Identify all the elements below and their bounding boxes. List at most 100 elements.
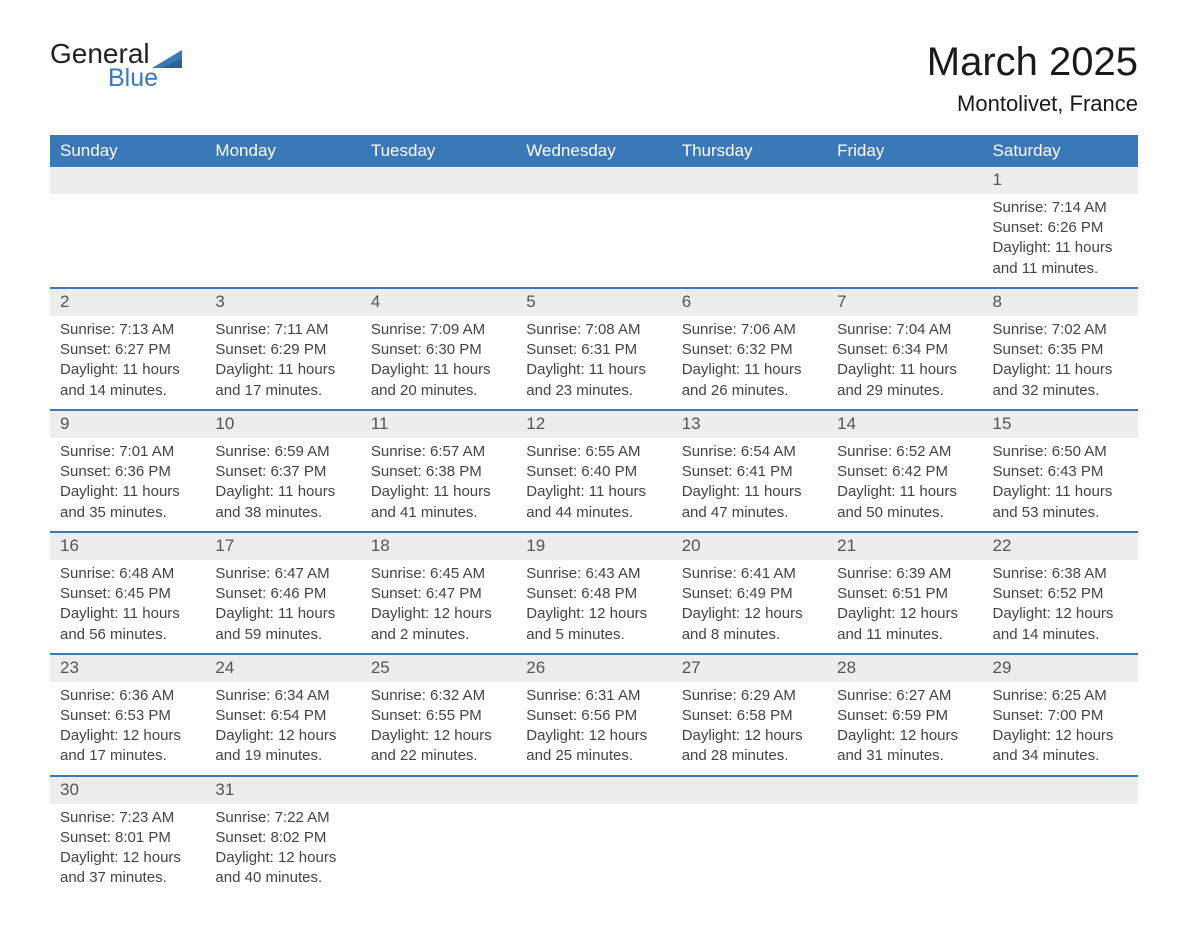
daylight-line: and 11 minutes. — [993, 259, 1128, 279]
calendar-day-cell: 3Sunrise: 7:11 AMSunset: 6:29 PMDaylight… — [205, 288, 360, 410]
daylight-line: and 56 minutes. — [60, 625, 195, 645]
day-number: 8 — [983, 289, 1138, 316]
day-details — [672, 194, 827, 264]
calendar-day-cell: 31Sunrise: 7:22 AMSunset: 8:02 PMDayligh… — [205, 776, 360, 897]
day-number — [361, 167, 516, 194]
sunrise-line: Sunrise: 6:55 AM — [526, 442, 661, 462]
day-details: Sunrise: 6:27 AMSunset: 6:59 PMDaylight:… — [827, 682, 982, 775]
day-number: 22 — [983, 533, 1138, 560]
day-details — [827, 194, 982, 264]
daylight-line: Daylight: 12 hours — [837, 604, 972, 624]
day-details: Sunrise: 6:25 AMSunset: 7:00 PMDaylight:… — [983, 682, 1138, 775]
calendar-empty-cell — [983, 776, 1138, 897]
daylight-line: and 40 minutes. — [215, 868, 350, 888]
day-details: Sunrise: 6:36 AMSunset: 6:53 PMDaylight:… — [50, 682, 205, 775]
day-number: 28 — [827, 655, 982, 682]
calendar-week-row: 9Sunrise: 7:01 AMSunset: 6:36 PMDaylight… — [50, 410, 1138, 532]
day-details: Sunrise: 6:59 AMSunset: 6:37 PMDaylight:… — [205, 438, 360, 531]
sunrise-line: Sunrise: 6:54 AM — [682, 442, 817, 462]
daylight-line: and 41 minutes. — [371, 503, 506, 523]
sunrise-line: Sunrise: 6:39 AM — [837, 564, 972, 584]
day-details: Sunrise: 6:38 AMSunset: 6:52 PMDaylight:… — [983, 560, 1138, 653]
day-number: 18 — [361, 533, 516, 560]
daylight-line: and 11 minutes. — [837, 625, 972, 645]
sunset-line: Sunset: 6:51 PM — [837, 584, 972, 604]
calendar-day-cell: 12Sunrise: 6:55 AMSunset: 6:40 PMDayligh… — [516, 410, 671, 532]
day-details: Sunrise: 7:14 AMSunset: 6:26 PMDaylight:… — [983, 194, 1138, 287]
sunrise-line: Sunrise: 6:38 AM — [993, 564, 1128, 584]
daylight-line: and 20 minutes. — [371, 381, 506, 401]
page-header: General Blue March 2025 Montolivet, Fran… — [50, 40, 1138, 117]
weekday-header: Tuesday — [361, 135, 516, 167]
calendar-day-cell: 27Sunrise: 6:29 AMSunset: 6:58 PMDayligh… — [672, 654, 827, 776]
day-number: 12 — [516, 411, 671, 438]
calendar-day-cell: 6Sunrise: 7:06 AMSunset: 6:32 PMDaylight… — [672, 288, 827, 410]
sunset-line: Sunset: 6:52 PM — [993, 584, 1128, 604]
daylight-line: and 59 minutes. — [215, 625, 350, 645]
sunset-line: Sunset: 6:45 PM — [60, 584, 195, 604]
day-number: 10 — [205, 411, 360, 438]
daylight-line: Daylight: 12 hours — [682, 604, 817, 624]
day-details — [672, 804, 827, 874]
day-details: Sunrise: 7:22 AMSunset: 8:02 PMDaylight:… — [205, 804, 360, 897]
day-details: Sunrise: 7:02 AMSunset: 6:35 PMDaylight:… — [983, 316, 1138, 409]
sunrise-line: Sunrise: 6:25 AM — [993, 686, 1128, 706]
calendar-empty-cell — [516, 776, 671, 897]
daylight-line: and 35 minutes. — [60, 503, 195, 523]
logo: General Blue — [50, 40, 182, 91]
sunrise-line: Sunrise: 6:45 AM — [371, 564, 506, 584]
sunrise-line: Sunrise: 6:43 AM — [526, 564, 661, 584]
location-subtitle: Montolivet, France — [927, 91, 1138, 117]
sunset-line: Sunset: 6:46 PM — [215, 584, 350, 604]
sunrise-line: Sunrise: 7:22 AM — [215, 808, 350, 828]
calendar-empty-cell — [672, 776, 827, 897]
daylight-line: Daylight: 12 hours — [60, 726, 195, 746]
title-block: March 2025 Montolivet, France — [927, 40, 1138, 117]
daylight-line: Daylight: 11 hours — [60, 604, 195, 624]
daylight-line: and 38 minutes. — [215, 503, 350, 523]
daylight-line: and 47 minutes. — [682, 503, 817, 523]
calendar-day-cell: 21Sunrise: 6:39 AMSunset: 6:51 PMDayligh… — [827, 532, 982, 654]
daylight-line: Daylight: 11 hours — [837, 360, 972, 380]
sunset-line: Sunset: 8:02 PM — [215, 828, 350, 848]
weekday-header: Thursday — [672, 135, 827, 167]
sunset-line: Sunset: 6:26 PM — [993, 218, 1128, 238]
sunset-line: Sunset: 6:36 PM — [60, 462, 195, 482]
calendar-body: 1Sunrise: 7:14 AMSunset: 6:26 PMDaylight… — [50, 167, 1138, 897]
daylight-line: and 22 minutes. — [371, 746, 506, 766]
daylight-line: Daylight: 12 hours — [371, 604, 506, 624]
sunrise-line: Sunrise: 7:11 AM — [215, 320, 350, 340]
daylight-line: and 19 minutes. — [215, 746, 350, 766]
daylight-line: Daylight: 11 hours — [837, 482, 972, 502]
day-number: 16 — [50, 533, 205, 560]
day-number: 13 — [672, 411, 827, 438]
sunrise-line: Sunrise: 6:57 AM — [371, 442, 506, 462]
day-details: Sunrise: 6:34 AMSunset: 6:54 PMDaylight:… — [205, 682, 360, 775]
calendar-table: SundayMondayTuesdayWednesdayThursdayFrid… — [50, 135, 1138, 897]
daylight-line: Daylight: 11 hours — [60, 360, 195, 380]
day-number — [50, 167, 205, 194]
sunset-line: Sunset: 6:53 PM — [60, 706, 195, 726]
sunrise-line: Sunrise: 6:52 AM — [837, 442, 972, 462]
day-number — [827, 777, 982, 804]
weekday-header: Wednesday — [516, 135, 671, 167]
weekday-header: Friday — [827, 135, 982, 167]
calendar-day-cell: 22Sunrise: 6:38 AMSunset: 6:52 PMDayligh… — [983, 532, 1138, 654]
calendar-day-cell: 16Sunrise: 6:48 AMSunset: 6:45 PMDayligh… — [50, 532, 205, 654]
day-details — [983, 804, 1138, 874]
calendar-day-cell: 15Sunrise: 6:50 AMSunset: 6:43 PMDayligh… — [983, 410, 1138, 532]
day-number: 14 — [827, 411, 982, 438]
daylight-line: Daylight: 11 hours — [526, 482, 661, 502]
day-number — [516, 167, 671, 194]
month-title: March 2025 — [927, 40, 1138, 85]
day-details: Sunrise: 6:39 AMSunset: 6:51 PMDaylight:… — [827, 560, 982, 653]
sunset-line: Sunset: 6:49 PM — [682, 584, 817, 604]
day-details: Sunrise: 6:31 AMSunset: 6:56 PMDaylight:… — [516, 682, 671, 775]
calendar-day-cell: 10Sunrise: 6:59 AMSunset: 6:37 PMDayligh… — [205, 410, 360, 532]
day-details: Sunrise: 6:41 AMSunset: 6:49 PMDaylight:… — [672, 560, 827, 653]
day-details: Sunrise: 7:04 AMSunset: 6:34 PMDaylight:… — [827, 316, 982, 409]
daylight-line: Daylight: 11 hours — [993, 238, 1128, 258]
day-details: Sunrise: 6:57 AMSunset: 6:38 PMDaylight:… — [361, 438, 516, 531]
day-number — [361, 777, 516, 804]
sunset-line: Sunset: 6:43 PM — [993, 462, 1128, 482]
